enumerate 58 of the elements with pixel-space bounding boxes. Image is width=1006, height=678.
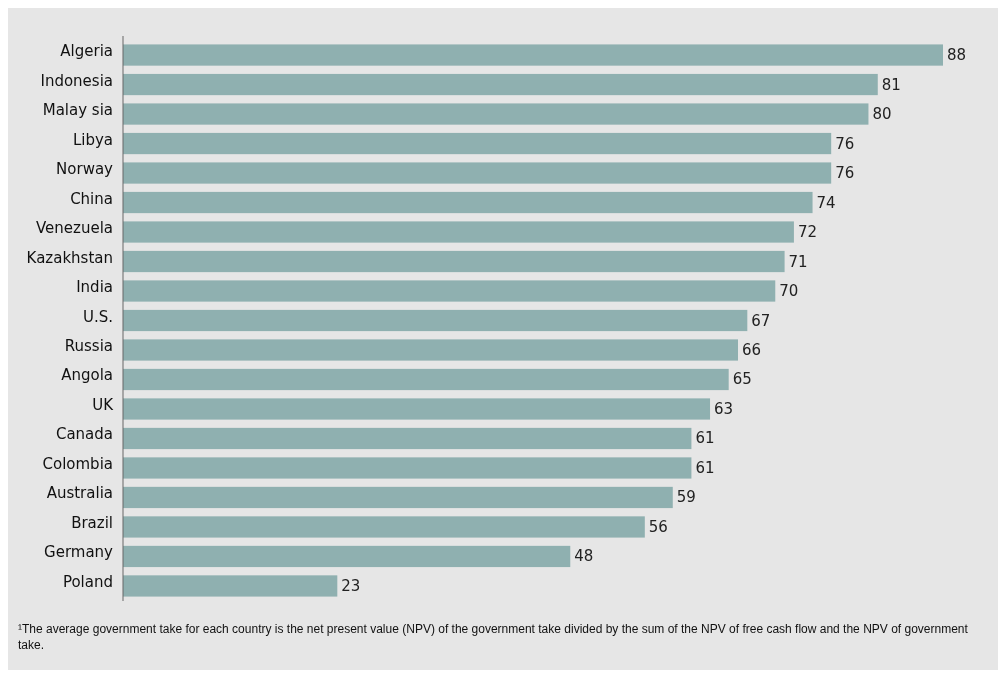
- y-tick-label: Germany: [44, 543, 114, 562]
- data-label: 59: [676, 488, 696, 507]
- y-tick-label: Algeria: [60, 42, 113, 61]
- y-tick-label: U.S.: [82, 307, 113, 326]
- y-tick-label: Angola: [61, 366, 113, 385]
- bar: [123, 73, 878, 96]
- y-tick-label: Libya: [72, 130, 113, 149]
- bar: [123, 486, 673, 509]
- bar: [123, 368, 729, 391]
- data-label: 88: [947, 46, 967, 65]
- data-label: 65: [732, 370, 752, 389]
- data-label: 61: [695, 429, 715, 448]
- bar: [123, 250, 785, 273]
- data-label: 71: [788, 252, 808, 271]
- data-label: 81: [881, 75, 901, 94]
- bar: [123, 280, 776, 302]
- y-tick-label: Malay sia: [42, 101, 113, 120]
- y-tick-label: Canada: [55, 425, 113, 444]
- bar: [123, 427, 692, 450]
- y-tick-label: Poland: [62, 572, 113, 591]
- y-tick-label: Australia: [46, 484, 113, 503]
- y-tick-label: China: [70, 189, 113, 208]
- y-tick-label: India: [76, 278, 113, 296]
- bar: [123, 309, 748, 332]
- text: ¹The average government take for each country is the net present value (NPV) of the government take divided by the sum of the NPV of free cash flow and the NPV of government take.: [18, 621, 969, 653]
- data-label: 23: [341, 576, 361, 595]
- data-label: 61: [695, 458, 715, 477]
- bar: [123, 44, 943, 66]
- bar: [123, 339, 738, 361]
- y-tick-label: Brazil: [71, 513, 113, 532]
- y-tick-label: Indonesia: [40, 71, 113, 90]
- y-tick-label: Colombia: [42, 454, 113, 473]
- bar: [123, 191, 813, 214]
- bar: [123, 103, 869, 125]
- y-tick-label: UK: [92, 395, 115, 414]
- data-label: 70: [779, 282, 799, 300]
- bar: [123, 162, 832, 184]
- data-label: 48: [574, 547, 594, 566]
- data-label: 76: [835, 164, 855, 183]
- y-tick-label: Russia: [64, 337, 113, 355]
- data-label: 66: [742, 341, 762, 359]
- data-label: 80: [872, 105, 892, 124]
- y-tick-label: Venezuela: [35, 219, 113, 238]
- data-label: 67: [751, 311, 771, 330]
- bar: [123, 457, 692, 479]
- bar: [123, 132, 832, 155]
- y-tick-label: Norway: [56, 160, 114, 179]
- bar: [123, 545, 571, 568]
- bar: [123, 221, 794, 243]
- bar: [123, 398, 711, 420]
- bar: [123, 575, 338, 597]
- data-label: 76: [835, 134, 855, 153]
- data-label: 63: [714, 399, 734, 418]
- data-label: 56: [648, 517, 668, 536]
- data-label: 74: [816, 193, 836, 212]
- y-tick-label: Kazakhstan: [26, 248, 113, 267]
- data-label: 72: [797, 223, 817, 242]
- bar: [123, 516, 645, 538]
